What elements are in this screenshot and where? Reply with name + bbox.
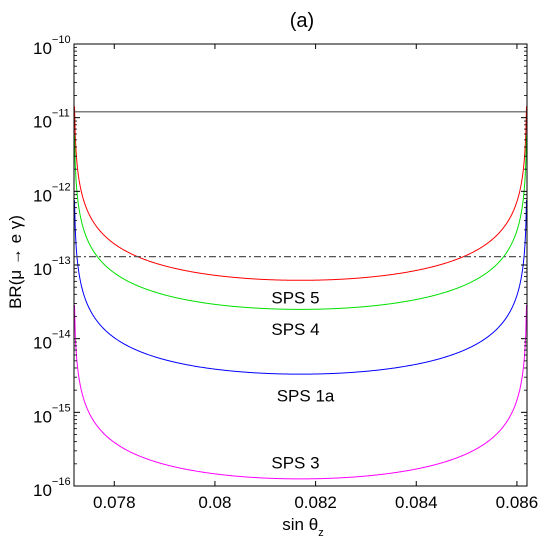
series-label-4: SPS 3 [271, 453, 319, 472]
series-label-2: SPS 4 [271, 320, 319, 339]
x-tick-label: 0.084 [395, 493, 438, 512]
series-label-3: SPS 1a [277, 386, 335, 405]
series-layer [74, 106, 527, 480]
x-axis-label-main: sin θ [282, 515, 318, 534]
y-tick-label: 10−16 [33, 476, 71, 500]
series-line-3 [74, 200, 527, 375]
x-tick-label: 0.08 [198, 493, 231, 512]
x-tick-label: 0.082 [294, 493, 337, 512]
x-axis-label: sin θz [282, 515, 323, 539]
y-tick-label: 10−14 [33, 329, 71, 353]
y-tick-label: 10−10 [33, 34, 71, 58]
reference-lines [74, 111, 527, 258]
series-labels: SPS 5 SPS 4 SPS 1a SPS 3 [271, 289, 335, 473]
x-axis-label-subscript: z [318, 527, 324, 539]
y-tick-label: 10−13 [33, 255, 71, 279]
y-ticks: 10−10 10−11 10−12 10−13 10−14 10−15 10−16 [33, 34, 527, 500]
x-tick-label: 0.078 [93, 493, 136, 512]
x-ticks: 0.078 0.08 0.082 0.084 0.086 [93, 44, 538, 512]
series-line-1 [74, 106, 527, 281]
y-tick-label: 10−11 [33, 108, 70, 132]
plot-frame [73, 43, 528, 487]
series-label-1: SPS 5 [271, 289, 319, 308]
series-line-4 [74, 304, 527, 480]
y-tick-label: 10−12 [33, 181, 71, 205]
y-tick-label: 10−15 [33, 402, 71, 426]
chart-title: (a) [290, 10, 314, 32]
series-line-2 [74, 135, 527, 310]
x-tick-label: 0.086 [496, 493, 539, 512]
y-axis-label: BR(μ → e γ) [6, 215, 25, 309]
